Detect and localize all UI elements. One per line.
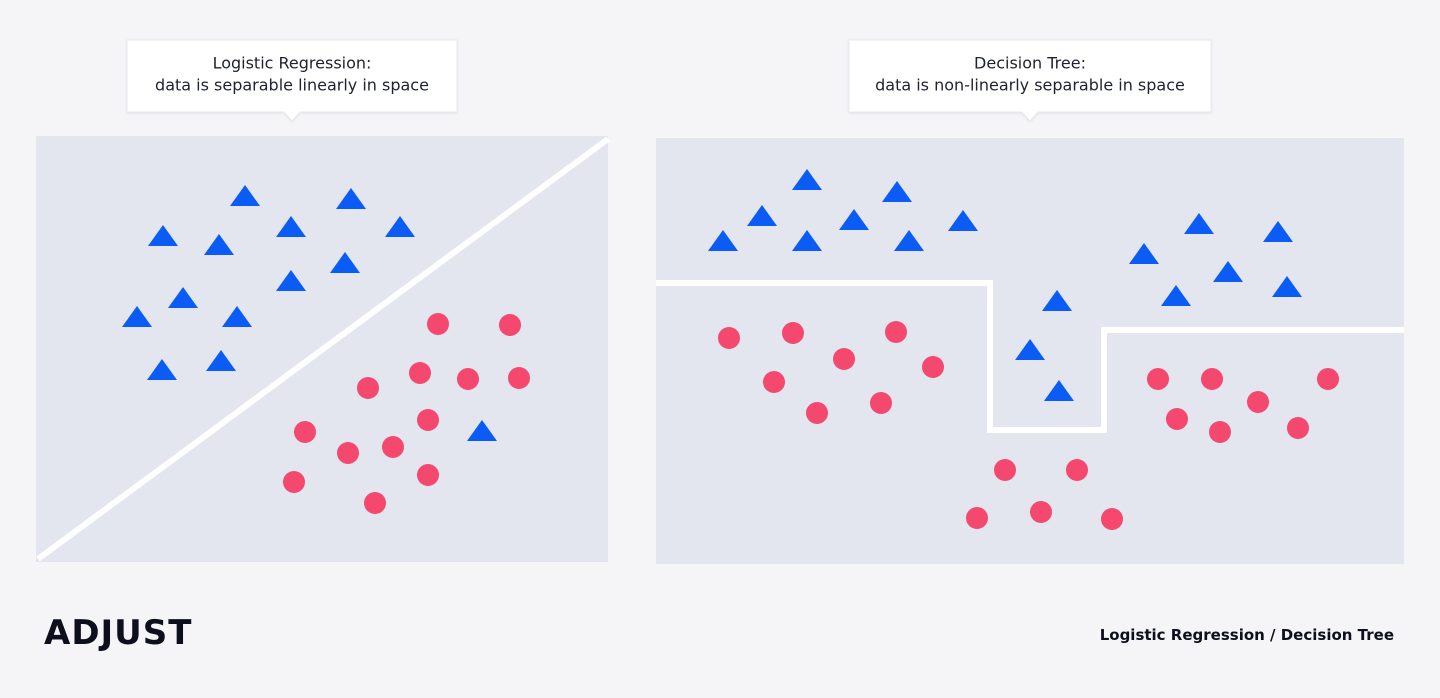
circle-point (294, 421, 316, 443)
circle-point (1030, 501, 1052, 523)
circle-point (1287, 417, 1309, 439)
circle-point (806, 402, 828, 424)
circle-point (966, 507, 988, 529)
callout-subtitle: data is non-linearly separable in space (875, 76, 1185, 95)
circle-point (782, 322, 804, 344)
data-points (122, 169, 1339, 530)
circle-point (922, 356, 944, 378)
circle-point (1209, 421, 1231, 443)
circle-point (283, 471, 305, 493)
callout-title: Decision Tree: (974, 54, 1086, 73)
circle-point (417, 464, 439, 486)
circle-point (382, 436, 404, 458)
right-callout (848, 39, 1212, 122)
circle-point (870, 392, 892, 414)
circle-point (499, 314, 521, 336)
circle-point (357, 377, 379, 399)
tree-boundary (656, 280, 1404, 433)
circle-point (508, 367, 530, 389)
circle-point (763, 371, 785, 393)
left-callout (126, 39, 458, 122)
logo: ADJUST (44, 613, 192, 653)
circle-point (1201, 368, 1223, 390)
circle-point (885, 321, 907, 343)
circle-point (364, 492, 386, 514)
caption: Logistic Regression / Decision Tree (1100, 626, 1394, 644)
circle-point (457, 368, 479, 390)
circle-point (833, 348, 855, 370)
circle-point (417, 409, 439, 431)
callout-box (848, 39, 1212, 122)
callout-title: Logistic Regression: (213, 54, 372, 73)
circle-point (409, 362, 431, 384)
callout-box (126, 39, 458, 122)
circle-point (1066, 459, 1088, 481)
circle-point (1166, 408, 1188, 430)
circle-point (427, 313, 449, 335)
callout-subtitle: data is separable linearly in space (155, 76, 429, 95)
circle-point (718, 327, 740, 349)
circle-point (1101, 508, 1123, 530)
circle-point (1317, 368, 1339, 390)
circle-point (337, 442, 359, 464)
linear-boundary (36, 136, 610, 562)
circle-point (1147, 368, 1169, 390)
circle-point (994, 459, 1016, 481)
circle-point (1247, 391, 1269, 413)
